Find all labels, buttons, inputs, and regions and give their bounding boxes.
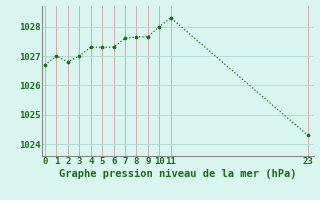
X-axis label: Graphe pression niveau de la mer (hPa): Graphe pression niveau de la mer (hPa) xyxy=(59,169,296,179)
